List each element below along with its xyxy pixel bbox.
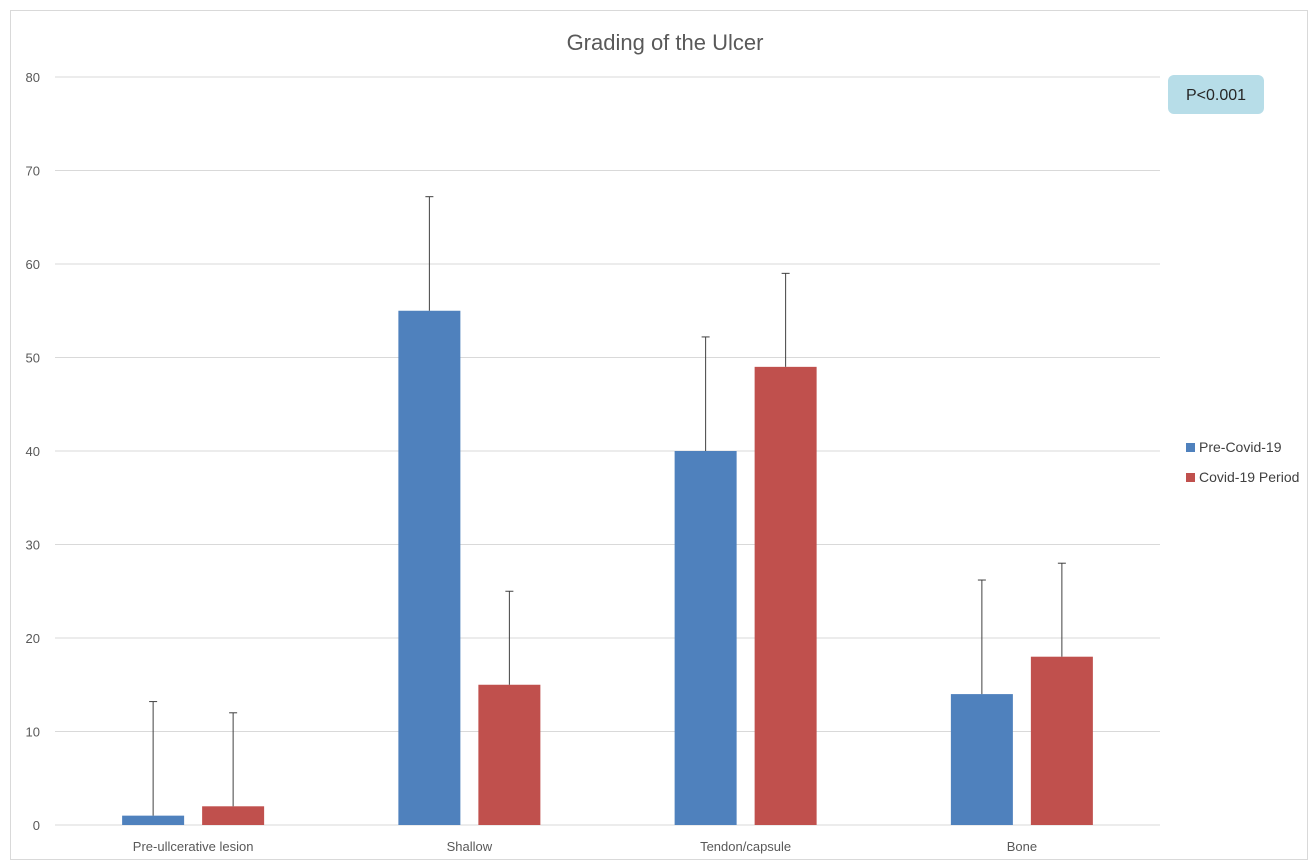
legend-label-covid-period: Covid-19 Period bbox=[1199, 469, 1299, 485]
legend-swatch-covid-period bbox=[1186, 473, 1195, 482]
x-tick-label: Tendon/capsule bbox=[700, 839, 791, 854]
y-tick-label: 20 bbox=[26, 631, 40, 646]
chart-title: Grading of the Ulcer bbox=[567, 30, 764, 55]
y-tick-label: 50 bbox=[26, 351, 40, 366]
p-value-annotation: P<0.001 bbox=[1168, 75, 1264, 114]
error-bars bbox=[149, 196, 1066, 816]
y-tick-label: 60 bbox=[26, 257, 40, 272]
y-tick-label: 0 bbox=[33, 818, 40, 833]
p-value-box bbox=[1168, 75, 1264, 114]
y-tick-label: 80 bbox=[26, 70, 40, 85]
x-tick-label: Bone bbox=[1007, 839, 1037, 854]
x-tick-label: Shallow bbox=[447, 839, 493, 854]
bar-covid-period bbox=[478, 684, 541, 825]
y-tick-label: 30 bbox=[26, 538, 40, 553]
y-tick-label: 70 bbox=[26, 164, 40, 179]
bar-covid-period bbox=[202, 806, 265, 825]
legend[interactable]: Pre-Covid-19 Covid-19 Period bbox=[1186, 439, 1299, 485]
x-axis-ticks: Pre-ullcerative lesion Shallow Tendon/caps… bbox=[133, 839, 1037, 854]
bar-covid-period bbox=[1030, 656, 1093, 825]
bar-covid-period bbox=[754, 366, 817, 825]
y-tick-label: 40 bbox=[26, 444, 40, 459]
legend-label-pre-covid: Pre-Covid-19 bbox=[1199, 439, 1282, 455]
bar-pre-covid bbox=[122, 815, 185, 825]
bar-pre-covid bbox=[950, 694, 1013, 825]
p-value-label: P<0.001 bbox=[1186, 87, 1246, 104]
legend-swatch-pre-covid bbox=[1186, 443, 1195, 452]
x-tick-label: Pre-ullcerative lesion bbox=[133, 839, 254, 854]
bar-pre-covid bbox=[398, 310, 461, 825]
bar-pre-covid bbox=[674, 451, 737, 825]
y-tick-label: 10 bbox=[26, 725, 40, 740]
y-axis-ticks: 0 10 20 30 40 50 60 70 80 bbox=[26, 70, 40, 833]
bars bbox=[122, 310, 1093, 825]
